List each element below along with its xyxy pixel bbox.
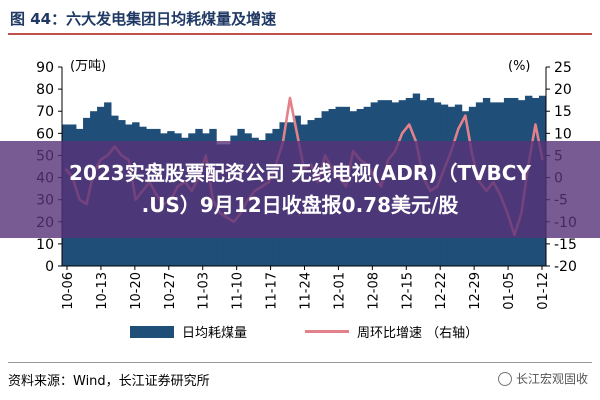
title-rule: [8, 33, 592, 35]
x-tick-label: 12-15: [400, 272, 415, 310]
source-note: 资料来源：Wind，长江证券研究所: [8, 374, 210, 389]
x-tick-label: 01-12: [536, 272, 551, 310]
x-tick-label: 11-10: [231, 272, 246, 310]
x-tick-label: 10-13: [95, 272, 110, 310]
right-tick-label: -20: [554, 259, 577, 275]
left-unit-label: (万吨): [70, 59, 106, 74]
left-tick-label: 70: [36, 104, 54, 120]
legend-bar-label: 日均耗煤量: [182, 326, 248, 341]
x-tick-label: 01-05: [502, 272, 517, 310]
watermark: 长江宏观固收: [497, 370, 588, 387]
x-tick-label: 10-20: [129, 272, 144, 310]
title-banner: 2023实盘股票配资公司 无线电视(ADR)（TVBCY .US）9月12日收盘…: [0, 141, 600, 238]
legend-line-swatch: [305, 330, 350, 333]
wechat-icon: [497, 371, 512, 386]
left-tick-label: 0: [45, 259, 54, 275]
legend-bar-swatch: [130, 325, 174, 338]
banner-line-1: 2023实盘股票配资公司 无线电视(ADR)（TVBCY: [69, 161, 531, 185]
right-tick-label: 20: [554, 82, 572, 98]
x-tick-label: 12-22: [434, 272, 449, 310]
x-tick-label: 12-29: [468, 272, 483, 310]
watermark-text: 长江宏观固收: [515, 372, 588, 386]
left-tick-label: 80: [36, 82, 54, 98]
x-tick-label: 12-01: [332, 272, 347, 310]
legend-line-label: 周环比增速 （右轴）: [357, 326, 479, 341]
x-tick-label: 11-03: [197, 272, 212, 310]
x-tick-label: 11-24: [299, 272, 314, 310]
source-rule: [8, 362, 592, 363]
left-tick-label: 60: [36, 126, 54, 142]
x-tick-label: 10-06: [61, 272, 76, 310]
right-tick-label: 10: [554, 126, 572, 142]
x-tick-label: 11-17: [265, 272, 280, 310]
left-tick-label: 90: [36, 60, 54, 76]
right-tick-label: 15: [554, 104, 572, 120]
right-unit-label: (%): [508, 59, 531, 74]
banner-line-2: .US）9月12日收盘报0.78美元/股: [141, 193, 459, 217]
figure-title: 图 44：六大发电集团日均耗煤量及增速: [10, 10, 277, 28]
legend: 日均耗煤量 周环比增速 （右轴）: [130, 322, 478, 341]
left-tick-label: 10: [36, 237, 54, 253]
x-tick-label: 12-08: [366, 272, 381, 310]
right-tick-label: -15: [554, 237, 577, 253]
right-tick-label: 25: [554, 60, 572, 76]
x-tick-label: 10-27: [163, 272, 178, 310]
